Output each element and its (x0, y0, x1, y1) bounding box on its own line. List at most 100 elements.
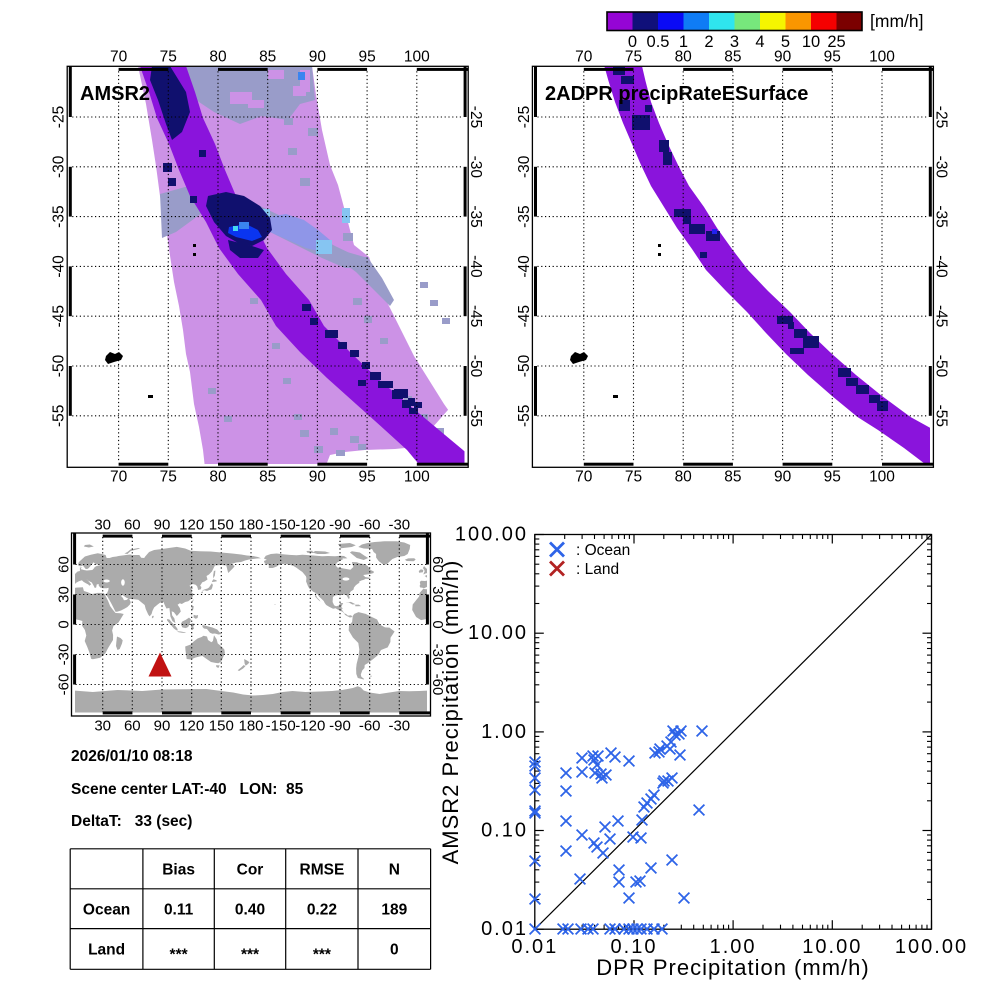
svg-text:-120: -120 (295, 517, 325, 534)
svg-text:0.10: 0.10 (481, 820, 528, 842)
svg-text:90: 90 (774, 49, 792, 66)
svg-text:-50: -50 (51, 354, 68, 377)
svg-text:-50: -50 (467, 355, 484, 378)
svg-text:90: 90 (309, 469, 327, 486)
svg-text:70: 70 (110, 469, 128, 486)
svg-text:Ocean: Ocean (83, 902, 130, 919)
svg-text:100: 100 (869, 469, 895, 486)
svg-text:90: 90 (154, 517, 171, 534)
svg-text:-45: -45 (516, 305, 533, 327)
svg-text:85: 85 (724, 469, 741, 486)
svg-text:80: 80 (209, 49, 227, 66)
svg-text:85: 85 (259, 469, 276, 486)
svg-text:90: 90 (154, 718, 171, 735)
svg-text:-45: -45 (467, 305, 484, 327)
svg-text:10: 10 (802, 33, 820, 51)
svg-text:30: 30 (56, 586, 73, 603)
svg-text:150: 150 (209, 517, 234, 534)
svg-text:10.00: 10.00 (468, 622, 528, 644)
svg-text:30: 30 (94, 718, 111, 735)
svg-text:100.00: 100.00 (455, 524, 528, 546)
svg-text:***: *** (170, 947, 189, 964)
svg-text:-30: -30 (388, 517, 410, 534)
svg-text:-30: -30 (429, 644, 446, 666)
svg-text:0.01: 0.01 (511, 936, 558, 958)
svg-text:85: 85 (259, 49, 276, 66)
svg-text:100: 100 (869, 49, 895, 66)
svg-text:: Land: : Land (576, 561, 619, 578)
svg-text:60: 60 (429, 556, 446, 573)
svg-text:-55: -55 (51, 405, 68, 427)
svg-text:100: 100 (404, 49, 430, 66)
svg-text:-30: -30 (51, 155, 68, 178)
svg-text:70: 70 (110, 49, 128, 66)
svg-text:-50: -50 (516, 354, 533, 377)
svg-text:-35: -35 (51, 205, 68, 227)
svg-text:-45: -45 (51, 305, 68, 327)
svg-text:0.01: 0.01 (481, 918, 528, 940)
svg-text:***: *** (241, 947, 260, 964)
svg-text:-90: -90 (329, 517, 351, 534)
svg-text:80: 80 (675, 469, 693, 486)
svg-text:120: 120 (179, 718, 204, 735)
svg-text:75: 75 (625, 49, 642, 66)
svg-text:-55: -55 (932, 405, 949, 427)
svg-text:AMSR2 Precipitation (mm/h): AMSR2 Precipitation (mm/h) (438, 560, 463, 865)
svg-text:90: 90 (309, 49, 327, 66)
svg-text:0.40: 0.40 (235, 902, 265, 919)
svg-text:-30: -30 (932, 156, 949, 179)
svg-text:-30: -30 (388, 718, 410, 735)
svg-text:95: 95 (824, 49, 841, 66)
svg-text:-60: -60 (359, 517, 381, 534)
svg-text:85: 85 (724, 49, 741, 66)
svg-text:30: 30 (94, 517, 111, 534)
svg-text:-25: -25 (516, 106, 533, 128)
svg-text:5: 5 (781, 33, 790, 51)
svg-text:-150: -150 (266, 517, 296, 534)
svg-text:1.00: 1.00 (710, 936, 757, 958)
svg-text:RMSE: RMSE (300, 862, 345, 879)
svg-text:Bias: Bias (162, 862, 195, 879)
svg-text:95: 95 (824, 469, 841, 486)
svg-text:2026/01/10 08:18: 2026/01/10 08:18 (71, 748, 193, 765)
svg-text:75: 75 (160, 469, 177, 486)
svg-text:90: 90 (774, 469, 792, 486)
svg-text:3: 3 (730, 33, 739, 51)
svg-text:0.11: 0.11 (164, 902, 194, 919)
svg-text:0.10: 0.10 (611, 936, 658, 958)
svg-text:60: 60 (124, 718, 141, 735)
svg-text:***: *** (313, 947, 332, 964)
svg-text:30: 30 (429, 586, 446, 603)
svg-text:2ADPR precipRateESurface: 2ADPR precipRateESurface (545, 83, 808, 105)
svg-text:0.5: 0.5 (647, 33, 670, 51)
svg-text:-35: -35 (932, 205, 949, 227)
svg-text:-45: -45 (932, 305, 949, 327)
svg-text:1: 1 (679, 33, 688, 51)
svg-text:-25: -25 (51, 106, 68, 128)
svg-text:10.00: 10.00 (802, 936, 862, 958)
svg-text:-50: -50 (932, 355, 949, 378)
svg-text:4: 4 (755, 33, 764, 51)
svg-text:-120: -120 (295, 718, 325, 735)
svg-text:-150: -150 (266, 718, 296, 735)
svg-text:-25: -25 (932, 106, 949, 128)
svg-text:0: 0 (628, 33, 637, 51)
svg-text:-90: -90 (329, 718, 351, 735)
svg-text:-40: -40 (467, 255, 484, 278)
svg-text:-40: -40 (516, 255, 533, 278)
svg-text:-55: -55 (467, 405, 484, 427)
svg-text:-25: -25 (467, 106, 484, 128)
svg-text:: Ocean: : Ocean (576, 542, 630, 559)
svg-text:AMSR2: AMSR2 (80, 83, 150, 105)
svg-text:75: 75 (160, 49, 177, 66)
svg-text:100.00: 100.00 (895, 936, 968, 958)
svg-text:Land: Land (88, 942, 125, 959)
svg-text:189: 189 (381, 902, 407, 919)
svg-text:2: 2 (704, 33, 713, 51)
svg-text:N: N (389, 862, 400, 879)
svg-text:-60: -60 (56, 674, 73, 696)
svg-text:70: 70 (575, 49, 593, 66)
svg-text:-35: -35 (467, 205, 484, 227)
svg-text:95: 95 (358, 469, 375, 486)
svg-text:0: 0 (390, 942, 399, 959)
